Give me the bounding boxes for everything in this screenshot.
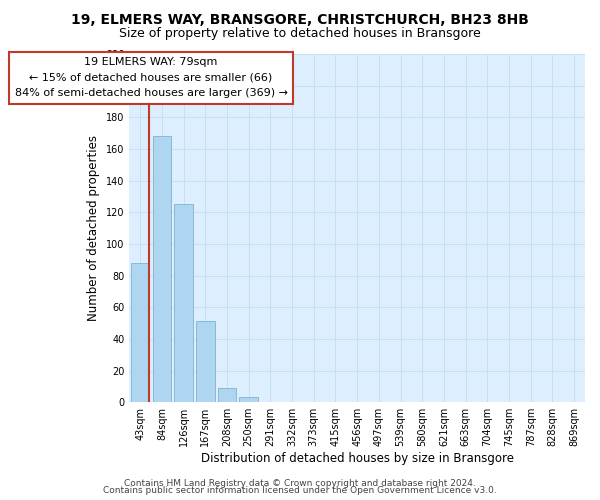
Bar	[175, 204, 193, 402]
Bar	[131, 263, 149, 402]
Text: 19 ELMERS WAY: 79sqm
← 15% of detached houses are smaller (66)
84% of semi-detac: 19 ELMERS WAY: 79sqm ← 15% of detached h…	[14, 57, 287, 98]
Y-axis label: Number of detached properties: Number of detached properties	[88, 135, 100, 321]
Bar	[196, 322, 215, 402]
Bar	[218, 388, 236, 402]
X-axis label: Distribution of detached houses by size in Bransgore: Distribution of detached houses by size …	[200, 452, 514, 465]
Text: 19, ELMERS WAY, BRANSGORE, CHRISTCHURCH, BH23 8HB: 19, ELMERS WAY, BRANSGORE, CHRISTCHURCH,…	[71, 12, 529, 26]
Bar	[152, 136, 171, 402]
Text: Contains HM Land Registry data © Crown copyright and database right 2024.: Contains HM Land Registry data © Crown c…	[124, 478, 476, 488]
Text: Size of property relative to detached houses in Bransgore: Size of property relative to detached ho…	[119, 28, 481, 40]
Text: Contains public sector information licensed under the Open Government Licence v3: Contains public sector information licen…	[103, 486, 497, 495]
Bar	[239, 398, 258, 402]
